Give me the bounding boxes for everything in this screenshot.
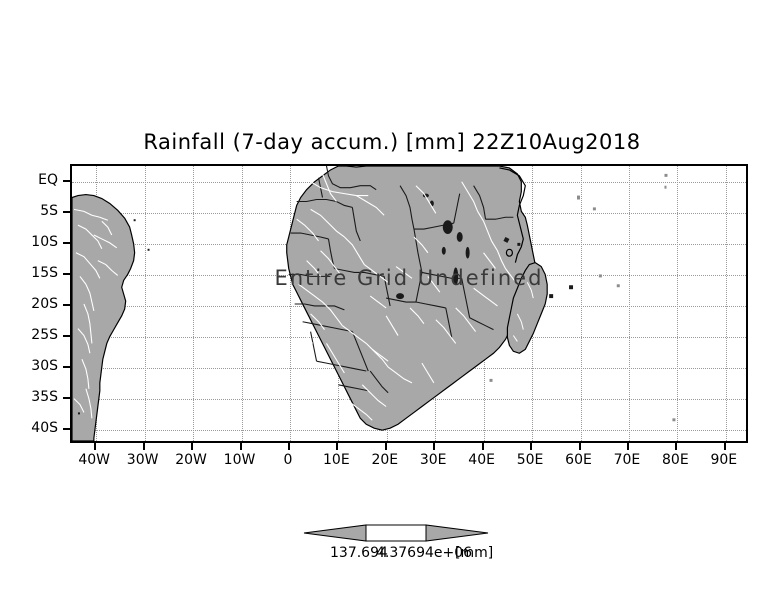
y-axis-tick-label: 25S [31,326,58,343]
y-axis-tick-label: EQ [38,171,58,188]
landmass-africa [286,166,536,431]
colorbar-labels: 137.694 4.37694e+06 [mm] [0,545,784,565]
colorbar-min-label: 137.694 [330,545,388,561]
x-axis-tick [239,443,242,450]
colorbar-swatches [303,524,489,542]
y-axis-tick [63,303,70,306]
y-axis-tick [63,334,70,337]
x-axis-tick-label: 80E [662,452,689,468]
y-axis-tick-label: 20S [31,295,58,312]
page-title: Rainfall (7-day accum.) [mm] 22Z10Aug201… [143,130,641,154]
x-axis-tick-label: 10W [223,452,256,468]
gridline-horizontal [72,429,746,431]
colorbar[interactable] [296,518,496,548]
landmass-south-america [72,193,150,441]
x-axis-tick-label: 90E [710,452,738,468]
y-axis-tick-label: 35S [31,388,58,405]
y-axis-tick-label: 40S [31,419,58,436]
x-axis-tick-label: 40E [468,452,495,468]
y-axis-tick-label: 15S [31,264,58,281]
gridline-vertical [628,166,630,441]
x-axis-tick [433,443,436,450]
ocean-islands [489,173,676,422]
y-axis-tick [63,210,70,213]
y-axis-tick [63,179,70,182]
x-axis-tick [481,443,484,450]
gridline-vertical [580,166,582,441]
x-axis-tick [626,443,629,450]
y-axis-tick [63,427,70,430]
gridline-vertical [241,166,243,441]
y-axis-labels: EQ 5S 10S 15S 20S 25S 30S 35S 40S [0,164,64,443]
x-axis-tick [287,443,290,450]
map-geometry [72,166,676,441]
x-axis-tick [578,443,581,450]
x-axis-tick-label: 70E [613,452,641,468]
x-axis-tick-label: 0 [283,452,293,468]
y-axis-tick-label: 10S [31,233,58,250]
x-axis-tick [384,443,387,450]
x-axis-tick [191,443,194,450]
gridline-vertical [289,166,291,441]
x-axis-tick [142,443,145,450]
x-axis-tick-label: 30E [419,452,447,468]
x-axis-tick [530,443,533,450]
x-axis-tick-label: 30W [126,452,159,468]
x-axis-tick-label: 20E [371,452,399,468]
x-axis-tick-label: 50E [516,452,544,468]
x-axis-tick [723,443,726,450]
x-axis-tick-label: 40W [78,452,111,468]
gridline-vertical [144,166,146,441]
y-axis-tick-label: 30S [31,357,58,374]
y-axis-tick [63,241,70,244]
gridline-vertical [677,166,679,441]
colorbar-max-label: 4.37694e+06 [376,545,473,561]
x-axis-tick [94,443,97,450]
y-axis-tick [63,396,70,399]
x-axis-tick-label: 60E [565,452,592,468]
gridline-vertical [193,166,195,441]
y-axis-tick [63,272,70,275]
colorbar-units-label: [mm] [455,545,494,561]
x-axis-tick-label: 20W [175,452,207,468]
x-axis-tick [336,443,339,450]
x-axis-labels: 40W 30W 20W 10W 0 10E 20E 30E 40E 50E 60E 70E 80E 90E [70,452,748,472]
y-axis-tick [63,365,70,368]
x-axis-tick-label: 10E [323,452,350,468]
gridline-vertical [725,166,727,441]
map-plot-area[interactable]: Entire Grid Undefined [70,164,748,443]
x-axis-tick [675,443,678,450]
landmass-madagascar [503,236,548,354]
y-axis-tick-label: 5S [40,202,58,219]
axis-ticks [63,164,748,450]
